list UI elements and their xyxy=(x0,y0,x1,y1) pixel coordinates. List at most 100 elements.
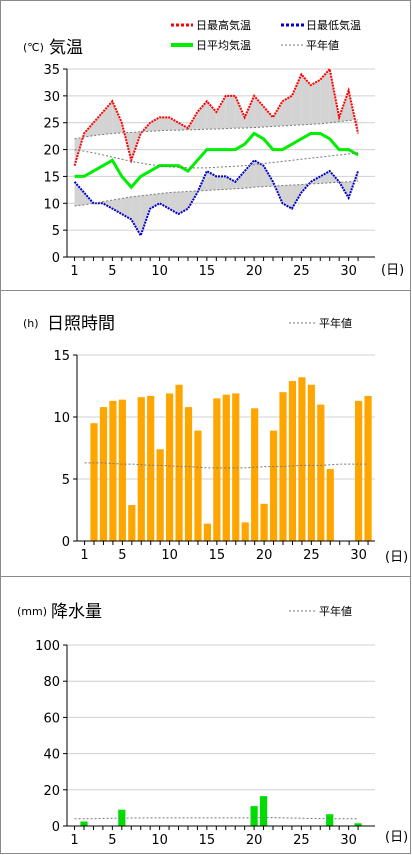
anomaly-fill xyxy=(93,111,103,136)
sunshine-bar xyxy=(307,384,315,541)
anomaly-fill xyxy=(282,185,292,209)
anomaly-fill xyxy=(216,95,226,130)
sunshine-panel: (h) 日照時間 平年値 0 5 10 15 1 5 10 15 20 25 30 (日) xyxy=(0,290,411,577)
temp-y-tick-label: 10 xyxy=(43,197,60,212)
sun-x-tick-label: 20 xyxy=(256,548,273,563)
anomaly-fill xyxy=(169,117,179,131)
anomaly-fill xyxy=(225,95,236,129)
legend-avg-label: 日平均気温 xyxy=(196,38,251,52)
rain-x-tick-label: 30 xyxy=(340,833,357,848)
rain-x-tick-label: 15 xyxy=(199,833,216,848)
sunshine-bar xyxy=(147,395,155,541)
sun-x-tick-label: 30 xyxy=(350,548,367,563)
sunshine-bar xyxy=(128,505,136,541)
rain-y-tick-label: 100 xyxy=(35,639,60,654)
anomaly-fill xyxy=(197,171,207,193)
sunshine-bar xyxy=(317,404,325,541)
sunshine-bar xyxy=(194,430,202,541)
anomaly-fill xyxy=(225,176,236,190)
min-temp-line xyxy=(73,159,360,238)
temp-x-tick-label: 25 xyxy=(293,264,310,279)
anomaly-fill xyxy=(254,160,264,188)
temp-x-tick-label: 30 xyxy=(340,264,357,279)
anomaly-fill xyxy=(140,194,151,236)
sun-x-tick-label: 10 xyxy=(161,548,178,563)
rain-legend-normal-label: 平年値 xyxy=(319,604,352,618)
anomaly-fill xyxy=(112,101,122,134)
sun-unit: (h) xyxy=(23,317,39,330)
rain-x-tick-label: 10 xyxy=(151,833,168,848)
precipitation-bar xyxy=(250,806,258,826)
sunshine-bar xyxy=(109,400,117,541)
anomaly-fill xyxy=(131,195,141,236)
anomaly-fill xyxy=(235,171,245,189)
anomaly-fill xyxy=(169,192,179,215)
rain-y-tick-label: 20 xyxy=(43,784,60,799)
rain-unit: (mm) xyxy=(17,605,47,618)
anomaly-fill xyxy=(121,122,132,161)
temp-x-tick-label: 1 xyxy=(70,264,78,279)
anomaly-fill xyxy=(291,184,302,209)
anomaly-fill xyxy=(216,176,226,190)
max-temp-line xyxy=(73,66,360,166)
sunshine-normal-line xyxy=(84,462,369,469)
sunshine-bar xyxy=(166,393,174,541)
temp-title: 気温 xyxy=(49,38,83,58)
sun-title: 日照時間 xyxy=(47,314,115,334)
anomaly-fill xyxy=(244,95,255,129)
anomaly-fill xyxy=(159,192,170,209)
anomaly-fill xyxy=(74,181,85,206)
anomaly-fill xyxy=(254,95,264,128)
temp-x-tick-label: 20 xyxy=(246,264,263,279)
precipitation-normal-line xyxy=(74,817,359,820)
temp-x-tick-label: 10 xyxy=(151,264,168,279)
anomaly-fill xyxy=(282,95,292,126)
anomaly-fill xyxy=(320,171,330,184)
anomaly-fill xyxy=(273,101,283,127)
anomaly-fill xyxy=(112,198,122,215)
sun-y-tick-label: 15 xyxy=(53,349,70,364)
anomaly-fill xyxy=(140,122,151,134)
sunshine-bar xyxy=(288,381,297,541)
temp-y-tick-label: 5 xyxy=(52,224,60,239)
sunshine-bar xyxy=(232,393,240,541)
sunshine-bar xyxy=(241,522,249,541)
temp-y-tick-label: 30 xyxy=(43,90,60,105)
anomaly-fill xyxy=(301,74,311,125)
normal-line xyxy=(74,118,359,140)
precipitation-panel: (mm) 降水量 平年値 0 20 40 60 80 100 1 5 10 15 20 25 30 (日… xyxy=(0,576,411,854)
anomaly-fill xyxy=(206,101,217,130)
temperature-chart: (℃) 気温 日最高気温 日最低気温 日平均気温 平年値 05101520253… xyxy=(23,18,404,279)
rain-title: 降水量 xyxy=(51,602,102,622)
anomaly-fill xyxy=(178,191,188,215)
rain-x-tick-label: 1 xyxy=(70,833,78,848)
sun-x-tick-label: 15 xyxy=(209,548,226,563)
rain-x-tick-label: 25 xyxy=(293,833,310,848)
avg-temp-line xyxy=(74,131,359,190)
sun-x-tick-label: 1 xyxy=(80,548,88,563)
sun-y-tick-label: 0 xyxy=(62,535,70,550)
sunshine-bar xyxy=(355,400,363,541)
rain-y-tick-label: 0 xyxy=(52,820,60,835)
anomaly-fill xyxy=(150,193,160,209)
temp-y-tick-label: 25 xyxy=(43,117,60,132)
sunshine-bar xyxy=(251,408,259,541)
sunshine-bar xyxy=(203,523,212,541)
anomaly-fill xyxy=(244,160,255,189)
anomaly-fill xyxy=(310,79,321,125)
sunshine-bar xyxy=(175,384,183,541)
rain-x-unit: (日) xyxy=(385,830,408,845)
legend-normal-label: 平年値 xyxy=(306,38,339,52)
sun-x-tick-label: 25 xyxy=(303,548,320,563)
sunshine-bar xyxy=(298,377,306,541)
anomaly-fill xyxy=(159,117,170,131)
anomaly-fill xyxy=(235,95,245,129)
anomaly-fill xyxy=(178,122,188,131)
legend-max-label: 日最高気温 xyxy=(196,18,251,32)
temp-y-tick-label: 35 xyxy=(43,63,60,78)
normal-line xyxy=(74,149,359,169)
precipitation-bar xyxy=(259,796,268,826)
temp-y-tick-label: 20 xyxy=(43,144,60,159)
